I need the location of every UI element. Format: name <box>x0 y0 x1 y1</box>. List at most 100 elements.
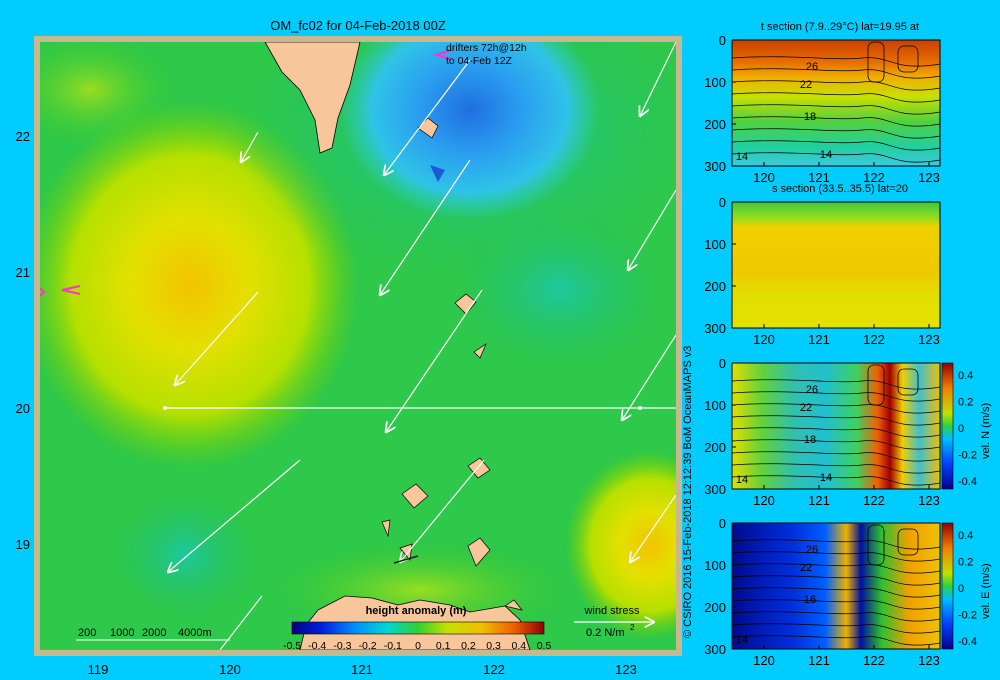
contour-line <box>731 635 941 646</box>
velocity-colorbar-label: vel. N (m/s) <box>980 403 992 459</box>
depth-legend-label: 1000 <box>110 627 134 639</box>
contour-line <box>731 623 941 634</box>
wind-stress-value: 0.2 N/m <box>586 627 625 639</box>
velocity-tick-label: 0 <box>958 583 964 595</box>
section-end-marker <box>638 406 642 410</box>
velocity-colorbar: 0.4 0.2 0 -0.2 -0.4 vel. E (m/s) <box>941 522 992 650</box>
depth-legend-label: 2000 <box>142 627 166 639</box>
contour-label: 14 <box>736 474 748 486</box>
lat-tick-label: 22 <box>16 129 30 144</box>
velocity-tick-label: 0.4 <box>958 370 973 382</box>
velocity-colorbar-label: vel. E (m/s) <box>980 563 992 619</box>
contour-label: 14 <box>820 472 832 484</box>
section-start-marker <box>163 406 167 410</box>
contour-line <box>731 475 941 486</box>
colorbar-title: height anomaly (m) <box>366 605 467 617</box>
contour-label: 22 <box>800 79 812 91</box>
drifter-track <box>61 285 81 295</box>
depth-tick-label: 200 <box>704 600 726 615</box>
colorbar-tick-label: -0.5 <box>283 640 301 652</box>
lat-tick-label: 19 <box>16 537 30 552</box>
depth-tick-label: 100 <box>704 237 726 252</box>
wind-arrow <box>400 459 485 562</box>
panel-lon-tick-label: 123 <box>918 170 940 185</box>
wind-arrow <box>640 42 676 116</box>
depth-tick-label: 300 <box>704 159 726 174</box>
colorbar-tick-label: 0.2 <box>461 640 476 652</box>
depth-tick-label: 0 <box>719 516 726 531</box>
contour-line <box>731 128 941 139</box>
colorbar-tick-label: 0.3 <box>486 640 501 652</box>
panel-lon-tick-label: 121 <box>808 170 830 185</box>
wind-arrow <box>386 289 483 432</box>
contour-line <box>731 415 941 426</box>
wind-stress-legend: wind stress 0.2 N/m 2 <box>574 605 654 639</box>
contour-line <box>731 463 941 474</box>
velocity-tick-label: 0.2 <box>958 557 973 569</box>
colorbar-tick-label: 0.5 <box>537 640 552 652</box>
section-panel-ve: 26 22 16 14 0 100 200 300 120 121 122 123 0.4 0.2 0 -0.… <box>704 516 992 668</box>
island <box>454 293 477 315</box>
panel-lon-tick-label: 123 <box>918 332 940 347</box>
depth-tick-label: 100 <box>704 75 726 90</box>
contour-line <box>731 403 941 414</box>
lon-tick-label: 119 <box>88 662 109 677</box>
velocity-tick-label: -0.4 <box>958 636 977 648</box>
island <box>381 519 391 538</box>
colorbar-tick-label: 0 <box>415 640 421 652</box>
island <box>401 483 429 509</box>
contour-line <box>731 599 941 610</box>
lon-tick-label: 122 <box>483 662 505 677</box>
velocity-tick-label: 0 <box>958 423 964 435</box>
contour-line <box>731 551 941 562</box>
credit-text: © CSIRO 2016 15-Feb-2018 12:12:39 BoM Oc… <box>682 346 694 638</box>
colorbar-tick-label: -0.1 <box>384 640 402 652</box>
contour-line <box>731 427 941 438</box>
wind-arrow <box>384 59 471 175</box>
panel-lon-tick-label: 123 <box>918 493 940 508</box>
contour-label: 18 <box>804 111 816 123</box>
contour-label: 14 <box>820 149 832 161</box>
panel-title: s section (33.5..35.5) lat=20 <box>772 183 908 195</box>
panel-title: t section (7.9..29°C) lat=19.95 at <box>761 21 919 33</box>
taiwan-coast <box>264 42 361 154</box>
panel-lon-tick-label: 120 <box>753 332 775 347</box>
drifter-track <box>432 49 453 60</box>
contour-line <box>731 104 941 115</box>
velocity-tick-label: 0.4 <box>958 530 973 542</box>
lat-tick-label: 20 <box>16 401 30 416</box>
depth-tick-label: 300 <box>704 642 726 657</box>
drifter-track <box>40 287 46 297</box>
wind-arrow <box>219 595 263 650</box>
section-panel-t: t section (7.9..29°C) lat=19.95 at 26 22 18… <box>704 21 941 185</box>
depth-tick-label: 0 <box>719 356 726 371</box>
depth-tick-label: 100 <box>704 558 726 573</box>
lon-tick-label: 123 <box>615 662 637 677</box>
map-lat-axis: 22 21 20 19 <box>16 129 30 552</box>
contour-line <box>731 152 941 163</box>
contour-line <box>731 140 941 151</box>
panel-lon-tick-label: 120 <box>753 653 775 668</box>
island <box>467 457 491 479</box>
depth-tick-label: 300 <box>704 321 726 336</box>
velocity-tick-label: -0.2 <box>958 450 977 462</box>
height-anomaly-map: drifters 72h@12h to 04-Feb 12Z 22 21 20 … <box>16 36 682 677</box>
depth-tick-label: 0 <box>719 33 726 48</box>
wind-arrow <box>630 494 676 562</box>
section-panel-vn: 26 22 18 14 14 0 100 200 300 120 121 122 123 0.4 0.2 0 -… <box>704 356 992 508</box>
colorbar-tick-label: 0.1 <box>436 640 451 652</box>
depth-legend-label: 200 <box>78 627 96 639</box>
panel-lon-tick-label: 122 <box>863 332 885 347</box>
wind-arrow <box>241 131 259 162</box>
contour-line <box>731 379 941 390</box>
depth-tick-label: 0 <box>719 195 726 210</box>
contour-line <box>731 439 941 450</box>
drifter-track-dark <box>393 555 419 564</box>
depth-tick-label: 100 <box>704 398 726 413</box>
island <box>467 537 491 567</box>
wind-arrow <box>168 459 301 572</box>
contour-label: 14 <box>736 151 748 163</box>
contour-label: 22 <box>800 562 812 574</box>
deep-low-patch <box>430 165 445 182</box>
